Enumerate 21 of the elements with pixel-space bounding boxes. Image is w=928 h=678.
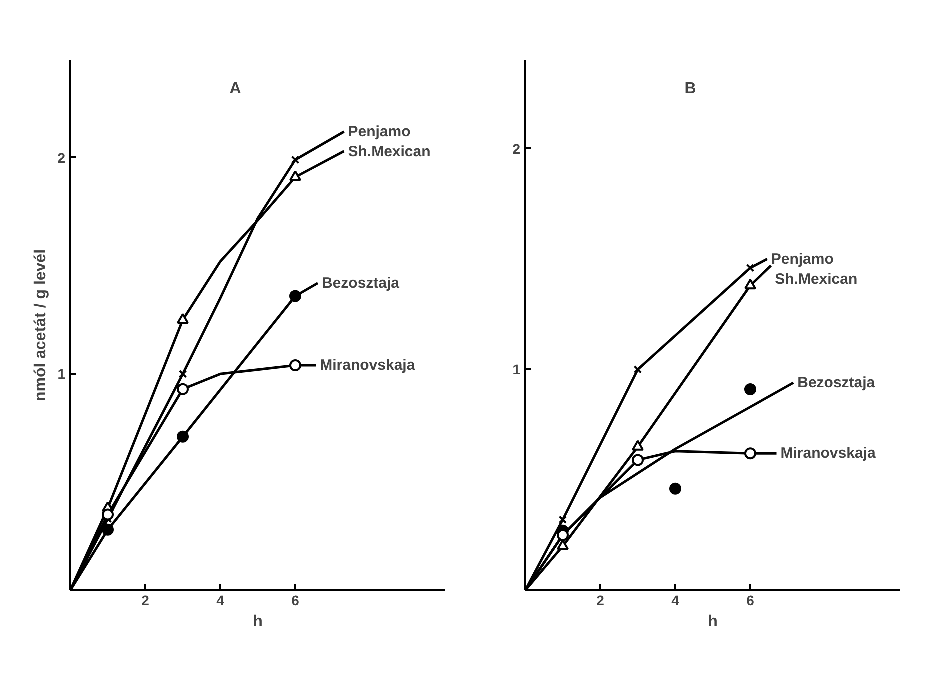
text: B: [684, 80, 696, 98]
series-label: Miranovskaja: [320, 357, 416, 374]
x-tick-label: 2: [142, 592, 150, 608]
x-tick-label: 4: [216, 592, 225, 608]
text: A: [230, 80, 242, 98]
series-label: Sh.Mexican: [348, 143, 431, 160]
x-axis-title: h: [708, 614, 718, 630]
series-label: Penjamo: [348, 123, 411, 140]
x-tick-label: 6: [292, 592, 300, 608]
y-tick-label: 1: [512, 362, 521, 378]
series-label: Bezosztaja: [798, 374, 876, 392]
series-label: Penjamo: [771, 250, 834, 268]
series-label: Sh.Mexican: [775, 270, 858, 288]
y-tick-label: 1: [58, 366, 66, 382]
x-tick-label: 2: [596, 592, 605, 608]
y-axis-title: nmól acetát / g levél: [32, 249, 50, 402]
x-tick-label: 4: [672, 592, 680, 608]
x-tick-label: 6: [746, 592, 755, 608]
series-label: Bezosztaja: [322, 274, 400, 292]
x-axis-title: h: [253, 614, 263, 630]
series-label: Miranovskaja: [780, 445, 876, 462]
